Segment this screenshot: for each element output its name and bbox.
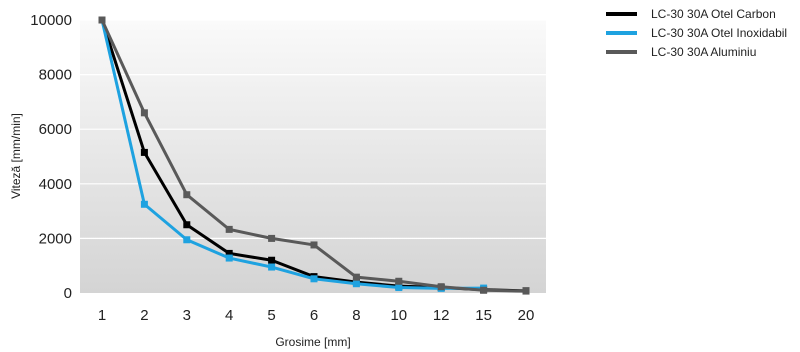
y-tick-label: 4000: [39, 176, 72, 193]
data-point: [395, 284, 403, 292]
data-point: [480, 286, 488, 294]
data-point: [310, 275, 318, 283]
data-point: [225, 249, 233, 257]
x-axis-title: Grosime [mm]: [275, 335, 350, 349]
data-point: [522, 287, 530, 295]
data-point: [268, 263, 276, 271]
y-axis-title: Viteză [mm/min]: [9, 113, 23, 199]
data-point: [268, 256, 276, 264]
legend: LC-30 30A Otel Carbon LC-30 30A Otel Inox…: [606, 7, 787, 59]
x-tick-label: 5: [267, 307, 275, 324]
x-tick-label: 10: [390, 307, 407, 324]
data-point: [183, 236, 191, 244]
series-2: [98, 16, 530, 295]
data-point: [183, 221, 191, 229]
y-tick-label: 10000: [30, 12, 72, 29]
legend-label: LC-30 30A Aluminiu: [651, 45, 756, 59]
x-tick-label: 12: [433, 307, 450, 324]
legend-item: LC-30 30A Otel Inoxidabil: [606, 26, 787, 40]
data-point: [268, 234, 276, 242]
x-tick-label: 2: [140, 307, 148, 324]
data-point: [98, 16, 106, 24]
data-point: [352, 280, 360, 288]
y-tick-label: 0: [64, 285, 72, 302]
y-tick-label: 8000: [39, 67, 72, 84]
legend-label: LC-30 30A Otel Inoxidabil: [651, 26, 787, 40]
data-point: [395, 277, 403, 285]
data-point: [352, 273, 360, 281]
x-tick-label: 6: [310, 307, 318, 324]
series-lines: [98, 16, 530, 295]
data-point: [140, 200, 148, 208]
plot-area: [80, 20, 546, 293]
data-point: [225, 254, 233, 262]
data-point: [140, 148, 148, 156]
x-tick-label: 20: [518, 307, 535, 324]
y-axis-ticks: 0 2000 4000 6000 8000 10000: [30, 12, 72, 302]
x-tick-label: 8: [352, 307, 360, 324]
x-tick-label: 15: [475, 307, 492, 324]
y-tick-label: 6000: [39, 121, 72, 138]
x-tick-label: 3: [183, 307, 191, 324]
data-point: [225, 225, 233, 233]
data-point: [310, 241, 318, 249]
x-tick-label: 4: [225, 307, 233, 324]
data-point: [140, 109, 148, 117]
grid-lines: [80, 19, 546, 239]
y-tick-label: 2000: [39, 230, 72, 247]
legend-item: LC-30 30A Otel Carbon: [606, 7, 776, 21]
data-point: [437, 283, 445, 291]
legend-item: LC-30 30A Aluminiu: [606, 45, 756, 59]
x-tick-label: 1: [98, 307, 106, 324]
legend-label: LC-30 30A Otel Carbon: [651, 7, 776, 21]
x-axis-ticks: 1 2 3 4 5 6 8 10 12 15 20: [98, 307, 535, 324]
series-line: [100, 19, 484, 290]
data-point: [183, 191, 191, 199]
